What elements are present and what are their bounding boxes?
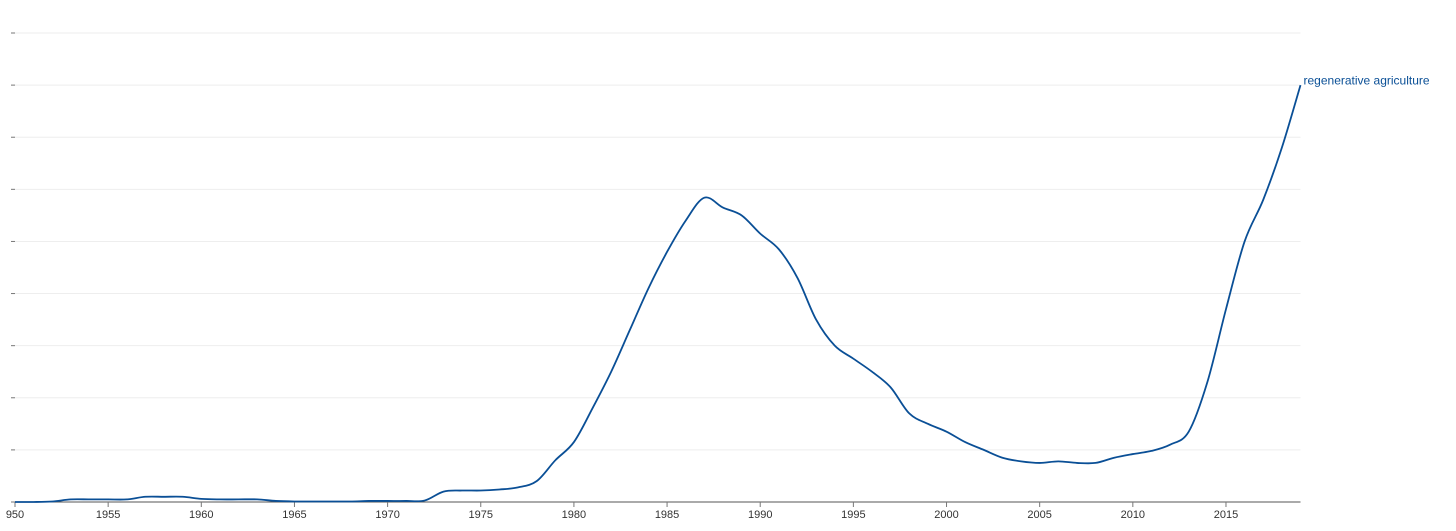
x-tick-label: 1975 xyxy=(469,509,493,521)
x-tick-label: 1990 xyxy=(748,509,772,521)
x-tick-label: 2015 xyxy=(1214,509,1238,521)
x-tick-label: 1995 xyxy=(841,509,865,521)
x-tick-label: 2010 xyxy=(1121,509,1145,521)
series-line xyxy=(14,84,1302,503)
x-tick-label: 1985 xyxy=(655,509,679,521)
x-tick-label: 2005 xyxy=(1027,509,1051,521)
series-label: regenerative agriculture xyxy=(1304,73,1430,87)
x-tick-label: 1960 xyxy=(189,509,213,521)
x-tick-label: 2000 xyxy=(934,509,958,521)
x-tick-label: 1965 xyxy=(282,509,306,521)
x-tick-label: 950 xyxy=(6,509,24,521)
x-tick-label: 1955 xyxy=(96,509,120,521)
x-tick-label: 1980 xyxy=(562,509,586,521)
x-tick-label: 1970 xyxy=(375,509,399,521)
